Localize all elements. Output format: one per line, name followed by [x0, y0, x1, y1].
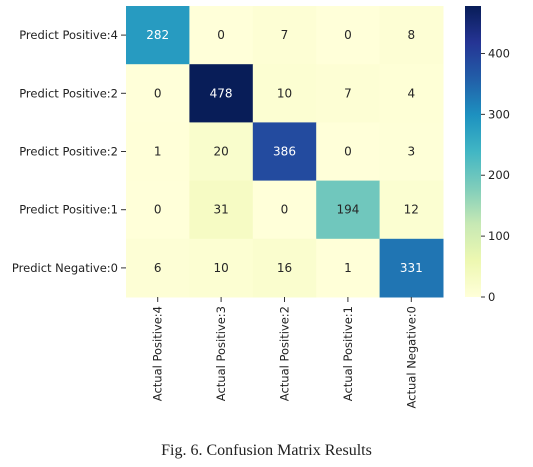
heatmap-cell	[316, 64, 381, 123]
heatmap-cell	[252, 180, 317, 240]
heatmap-cell	[189, 180, 254, 240]
heatmap-cell	[126, 238, 190, 298]
cell-value: 0	[281, 203, 289, 217]
heatmap-cell	[316, 238, 381, 298]
colorbar	[465, 6, 481, 297]
heatmap-cell	[126, 64, 190, 123]
row-label: Predict Positive:4	[19, 28, 118, 42]
cell-value: 6	[154, 261, 162, 275]
cell-value: 10	[277, 86, 292, 100]
heatmap-cell	[379, 6, 444, 65]
cell-value: 386	[273, 145, 296, 159]
heatmap-cell	[252, 6, 317, 65]
cell-value: 12	[404, 203, 419, 217]
cell-value: 0	[344, 145, 352, 159]
heatmap-cell	[379, 238, 444, 298]
cell-value: 3	[407, 145, 415, 159]
heatmap-cell	[379, 122, 444, 182]
heatmap-cell	[379, 180, 444, 240]
cell-value: 10	[213, 261, 228, 275]
heatmap-cell	[189, 238, 254, 298]
cell-value: 0	[217, 28, 225, 42]
colorbar-tick-label: 400	[488, 46, 510, 60]
cell-value: 282	[146, 28, 169, 42]
cell-value: 4	[407, 86, 415, 100]
cell-value: 7	[344, 86, 352, 100]
cell-value: 1	[154, 145, 162, 159]
heatmap-cell	[252, 64, 317, 123]
row-label: Predict Positive:1	[19, 203, 118, 217]
heatmap-cell	[126, 180, 190, 240]
cell-value: 194	[336, 203, 359, 217]
cell-value: 7	[281, 28, 289, 42]
colorbar-tick-label: 300	[488, 107, 510, 121]
heatmap-cell	[189, 64, 254, 123]
cell-value: 31	[213, 203, 228, 217]
row-label: Predict Negative:0	[12, 261, 118, 275]
heatmap-cell	[316, 6, 381, 65]
heatmap-cell	[316, 122, 381, 182]
col-label: Actual Positive:1	[341, 306, 355, 401]
colorbar-tick-label: 200	[488, 168, 510, 182]
heatmap-cell	[189, 6, 254, 65]
cell-value: 478	[210, 86, 233, 100]
colorbar-tick-label: 100	[488, 229, 510, 243]
row-label: Predict Positive:2	[19, 86, 118, 100]
cell-value: 0	[154, 203, 162, 217]
cell-value: 20	[213, 145, 228, 159]
heatmap-cell	[252, 238, 317, 298]
row-label: Predict Positive:2	[19, 145, 118, 159]
heatmap-cell	[189, 122, 254, 182]
cell-value: 331	[400, 261, 423, 275]
col-label: Actual Negative:0	[404, 306, 418, 408]
cell-value: 0	[344, 28, 352, 42]
col-label: Actual Positive:3	[214, 306, 228, 401]
heatmap-cell	[252, 122, 317, 182]
cell-value: 0	[154, 86, 162, 100]
cell-value: 8	[407, 28, 415, 42]
cell-value: 16	[277, 261, 292, 275]
heatmap-cell	[126, 122, 190, 182]
colorbar-tick-label: 0	[488, 290, 495, 304]
heatmap-cell	[379, 64, 444, 123]
col-label: Actual Positive:2	[278, 306, 292, 401]
cell-value: 1	[344, 261, 352, 275]
heatmap-cell	[316, 180, 381, 240]
figure-caption: Fig. 6. Confusion Matrix Results	[161, 442, 372, 459]
heatmap-cell	[126, 6, 190, 65]
col-label: Actual Positive:4	[151, 306, 165, 401]
